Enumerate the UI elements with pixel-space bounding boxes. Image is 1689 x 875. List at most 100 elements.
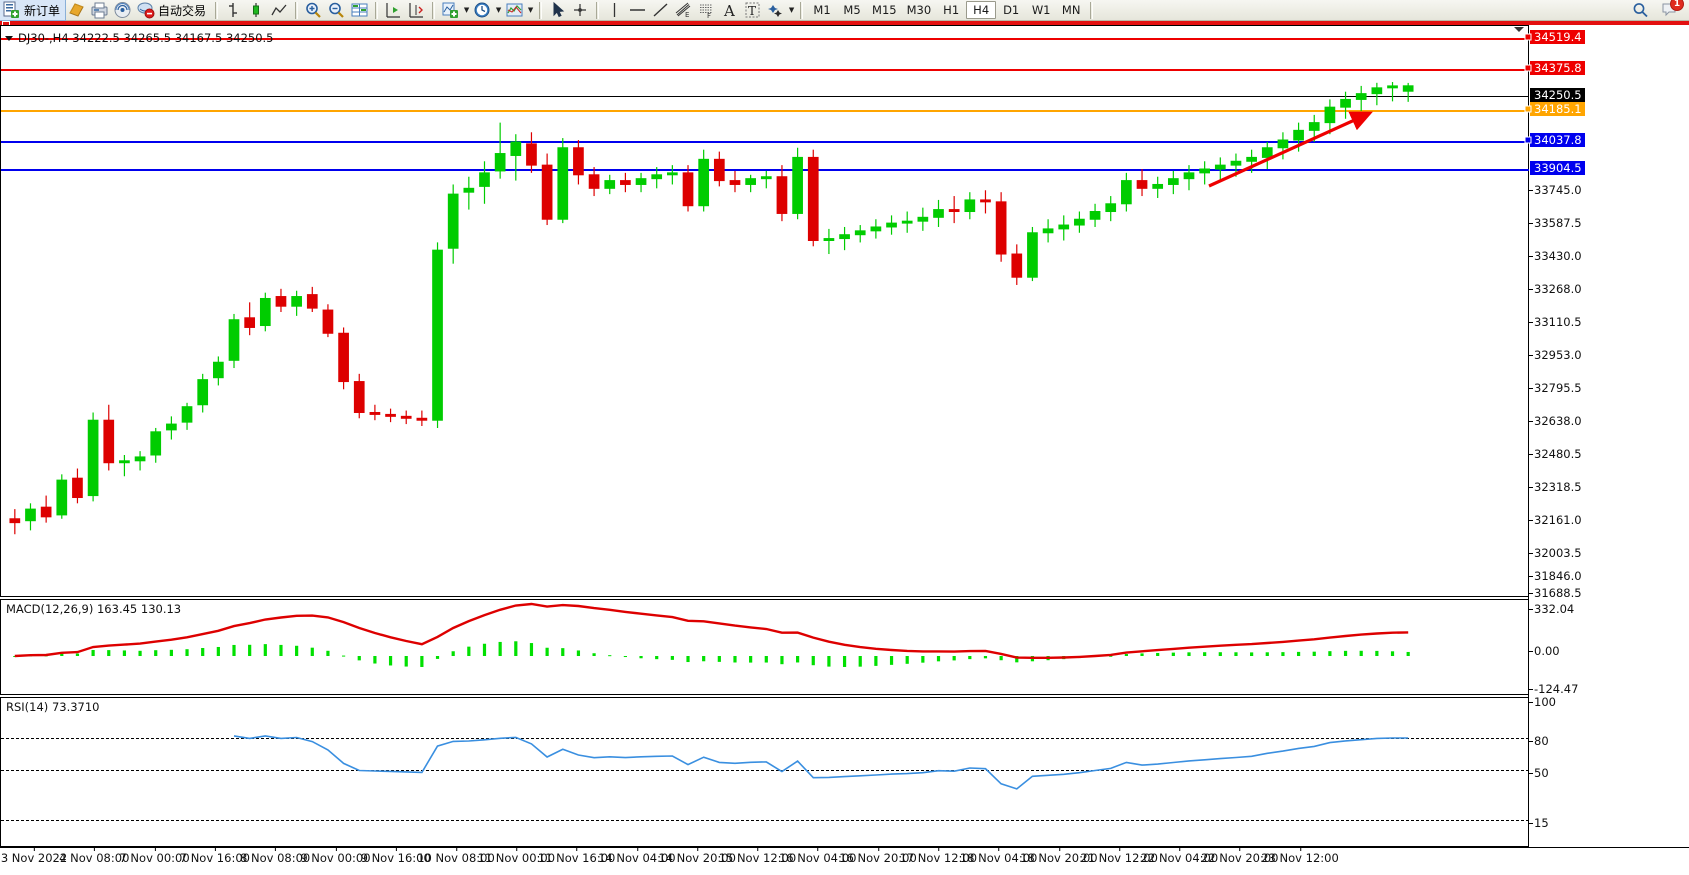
price-tick: 32480.5 — [1529, 447, 1582, 461]
text-label-button[interactable]: A — [718, 0, 741, 20]
templates-button[interactable] — [503, 0, 526, 20]
templates-dropdown-arrow[interactable]: ▼ — [527, 6, 534, 14]
vertical-line-button[interactable] — [603, 0, 626, 20]
search-icon — [1631, 1, 1650, 19]
auto-scroll-icon — [407, 1, 426, 19]
equidistant-channel-button[interactable]: E — [672, 0, 695, 20]
line-chart-button[interactable] — [268, 0, 291, 20]
auto-scroll-button[interactable] — [405, 0, 428, 20]
rsi-axis-tick: 15 — [1529, 816, 1549, 830]
chevron-down-icon[interactable] — [5, 35, 13, 41]
crosshair-button[interactable] — [569, 0, 592, 20]
timeframe-w1[interactable]: W1 — [1031, 3, 1051, 17]
timeframe-d1[interactable]: D1 — [1003, 3, 1020, 17]
level-line-34375[interactable] — [1, 69, 1529, 71]
signals-icon — [113, 1, 132, 19]
indicators-dropdown-arrow[interactable]: ▼ — [463, 6, 470, 14]
price-tick: 33430.0 — [1529, 249, 1582, 263]
text-box-button[interactable]: T — [741, 0, 764, 20]
chart-menu-chevron-icon[interactable] — [1514, 27, 1524, 32]
svg-text:E: E — [685, 11, 689, 19]
shapes-dropdown-arrow[interactable]: ▼ — [788, 6, 795, 14]
new-order-label: 新订单 — [24, 3, 61, 18]
level-line-34250[interactable] — [1, 96, 1529, 97]
rsi-series — [233, 735, 1409, 790]
chart-workspace: DJ30-,H4 34222.5 34265.5 34167.5 34250.5… — [0, 21, 1689, 875]
level-handle-34037[interactable] — [1524, 136, 1532, 144]
rsi-axis-tick: 100 — [1529, 695, 1556, 709]
zoom-in-button[interactable] — [302, 0, 325, 20]
level-line-34037[interactable] — [1, 141, 1529, 143]
signals-button[interactable] — [111, 0, 134, 20]
equidistant-channel-icon: E — [674, 1, 693, 19]
price-tick: 33745.0 — [1529, 183, 1582, 197]
data-window-button[interactable] — [348, 0, 371, 20]
price-tick: 32003.5 — [1529, 546, 1582, 560]
period-dropdown-arrow[interactable]: ▼ — [495, 6, 502, 14]
zoom-out-icon — [327, 1, 346, 19]
trendline-button[interactable] — [649, 0, 672, 20]
svg-text:A: A — [723, 2, 735, 19]
price-level-label-33904[interactable]: 33904.5 — [1530, 161, 1585, 175]
candlestick-series — [9, 82, 1414, 535]
price-level-label-34519[interactable]: 34519.4 — [1530, 30, 1585, 44]
price-level-label-34185[interactable]: 34185.1 — [1530, 102, 1585, 116]
trendline-icon — [651, 1, 670, 19]
rsi-level-80 — [1, 738, 1529, 739]
price-level-label-34250[interactable]: 34250.5 — [1530, 88, 1585, 102]
price-tick: 31846.0 — [1529, 569, 1582, 583]
auto-trading-button[interactable]: 自动交易 — [134, 0, 211, 20]
history-icon — [67, 1, 86, 19]
text-box-icon: T — [743, 1, 762, 19]
level-handle-34185[interactable] — [1524, 105, 1532, 113]
price-tick: 33587.5 — [1529, 216, 1582, 230]
bar-chart-button[interactable] — [222, 0, 245, 20]
rsi-pane[interactable]: RSI(14) 73.3710 — [0, 697, 1529, 847]
new-order-button[interactable]: 新订单 — [0, 0, 67, 21]
candlestick-chart-button[interactable] — [245, 0, 268, 20]
new-order-icon — [2, 1, 21, 19]
search-button[interactable] — [1629, 0, 1652, 20]
timeframe-m30[interactable]: M30 — [906, 3, 932, 17]
zoom-out-button[interactable] — [325, 0, 348, 20]
vertical-line-icon — [605, 1, 624, 19]
timeframe-h4[interactable]: H4 — [966, 1, 997, 19]
history-button[interactable] — [65, 0, 88, 20]
shapes-button[interactable] — [764, 0, 787, 20]
timeframe-mn[interactable]: MN — [1061, 3, 1081, 17]
level-handle-34519[interactable] — [1524, 33, 1532, 41]
price-tick: 32795.5 — [1529, 381, 1582, 395]
price-tick: 32318.5 — [1529, 480, 1582, 494]
timeframe-m5[interactable]: M5 — [843, 3, 861, 17]
price-level-label-34037[interactable]: 34037.8 — [1530, 133, 1585, 147]
horizontal-line-button[interactable] — [626, 0, 649, 20]
notification-badge: 1 — [1670, 0, 1684, 11]
macd-pane[interactable]: MACD(12,26,9) 163.45 130.13 — [0, 599, 1528, 695]
fibonacci-button[interactable]: F — [695, 0, 718, 20]
indicators-button[interactable] — [439, 0, 462, 20]
timeframe-m15[interactable]: M15 — [872, 3, 897, 17]
cursor-button[interactable] — [546, 0, 569, 20]
period-button[interactable] — [471, 0, 494, 20]
timeframe-h1[interactable]: H1 — [943, 3, 960, 17]
print-button[interactable] — [88, 0, 111, 20]
level-handle-34375[interactable] — [1524, 64, 1532, 72]
level-line-34185[interactable] — [1, 110, 1529, 112]
time-axis[interactable]: 3 Nov 2022 4 Nov 08:00 7 Nov 00:00 7 Nov 16… — [0, 847, 1689, 875]
timeframe-m1[interactable]: M1 — [813, 3, 831, 17]
chart-shift-button[interactable] — [382, 0, 405, 20]
level-line-33904[interactable] — [1, 169, 1529, 171]
price-level-label-34375[interactable]: 34375.8 — [1530, 61, 1585, 75]
time-axis-tick: 23 Nov 12:00 — [1261, 847, 1339, 865]
price-axis[interactable]: 33745.0 33587.5 33430.0 33268.0 33110.5 … — [1528, 25, 1689, 847]
toolbar-separator — [215, 1, 219, 19]
bar-chart-icon — [224, 1, 243, 19]
main-toolbar: 新订单 — [0, 0, 1689, 21]
alerts-button[interactable]: 1 — [1658, 0, 1684, 20]
auto-trading-icon — [136, 1, 155, 19]
symbol-header: DJ30-,H4 34222.5 34265.5 34167.5 34250.5 — [5, 31, 274, 45]
macd-series — [13, 602, 1410, 667]
price-pane[interactable]: DJ30-,H4 34222.5 34265.5 34167.5 34250.5 — [0, 25, 1529, 597]
auto-trading-label: 自动交易 — [158, 3, 207, 18]
level-line-34519[interactable] — [1, 38, 1529, 40]
